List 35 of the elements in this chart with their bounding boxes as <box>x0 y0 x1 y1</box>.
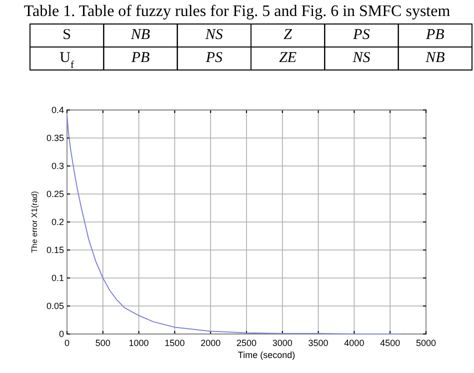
text: NB <box>130 27 150 43</box>
x-tick-label: 3000 <box>272 338 292 348</box>
y-tick-label: 0 <box>58 329 64 339</box>
x-tick-label: 1500 <box>164 338 185 348</box>
y-tick-label: 0.05 <box>46 301 64 311</box>
text: PS <box>352 27 370 43</box>
y-tick-label: 0.3 <box>51 161 64 171</box>
text: Table 1. Table of fuzzy rules for Fig. 5 and Fig. 6 in SMFC system <box>24 3 451 20</box>
text: NS <box>352 50 371 66</box>
text: PS <box>204 50 223 66</box>
text: S <box>62 27 72 43</box>
x-tick-label: 4500 <box>380 338 400 348</box>
x-axis-title: Time (second) <box>238 350 296 360</box>
x-tick-label: 500 <box>95 338 110 348</box>
y-axis-title: The error X1(rad) <box>30 190 39 253</box>
y-tick-label: 0.25 <box>46 189 64 199</box>
text: NB <box>424 50 445 66</box>
x-tick-label: 1000 <box>128 338 149 348</box>
text: ZE <box>279 50 297 66</box>
text: PB <box>425 27 444 43</box>
text: Z <box>284 27 293 43</box>
x-tick-label: 2500 <box>236 338 257 348</box>
text: NS <box>204 27 224 43</box>
text: U$_{f}$ <box>60 50 75 70</box>
x-tick-label: 3500 <box>308 338 328 348</box>
x-tick-label: 2000 <box>200 338 221 348</box>
x-tick-label: 5000 <box>416 338 436 348</box>
text: PB <box>130 50 150 66</box>
y-tick-label: 0.4 <box>51 105 64 115</box>
y-tick-label: 0.2 <box>51 217 64 227</box>
y-tick-label: 0.15 <box>46 245 64 255</box>
x-tick-label: 4000 <box>344 338 364 348</box>
line-series <box>66 115 402 334</box>
y-tick-label: 0.1 <box>51 273 64 283</box>
y-tick-label: 0.35 <box>46 133 64 143</box>
